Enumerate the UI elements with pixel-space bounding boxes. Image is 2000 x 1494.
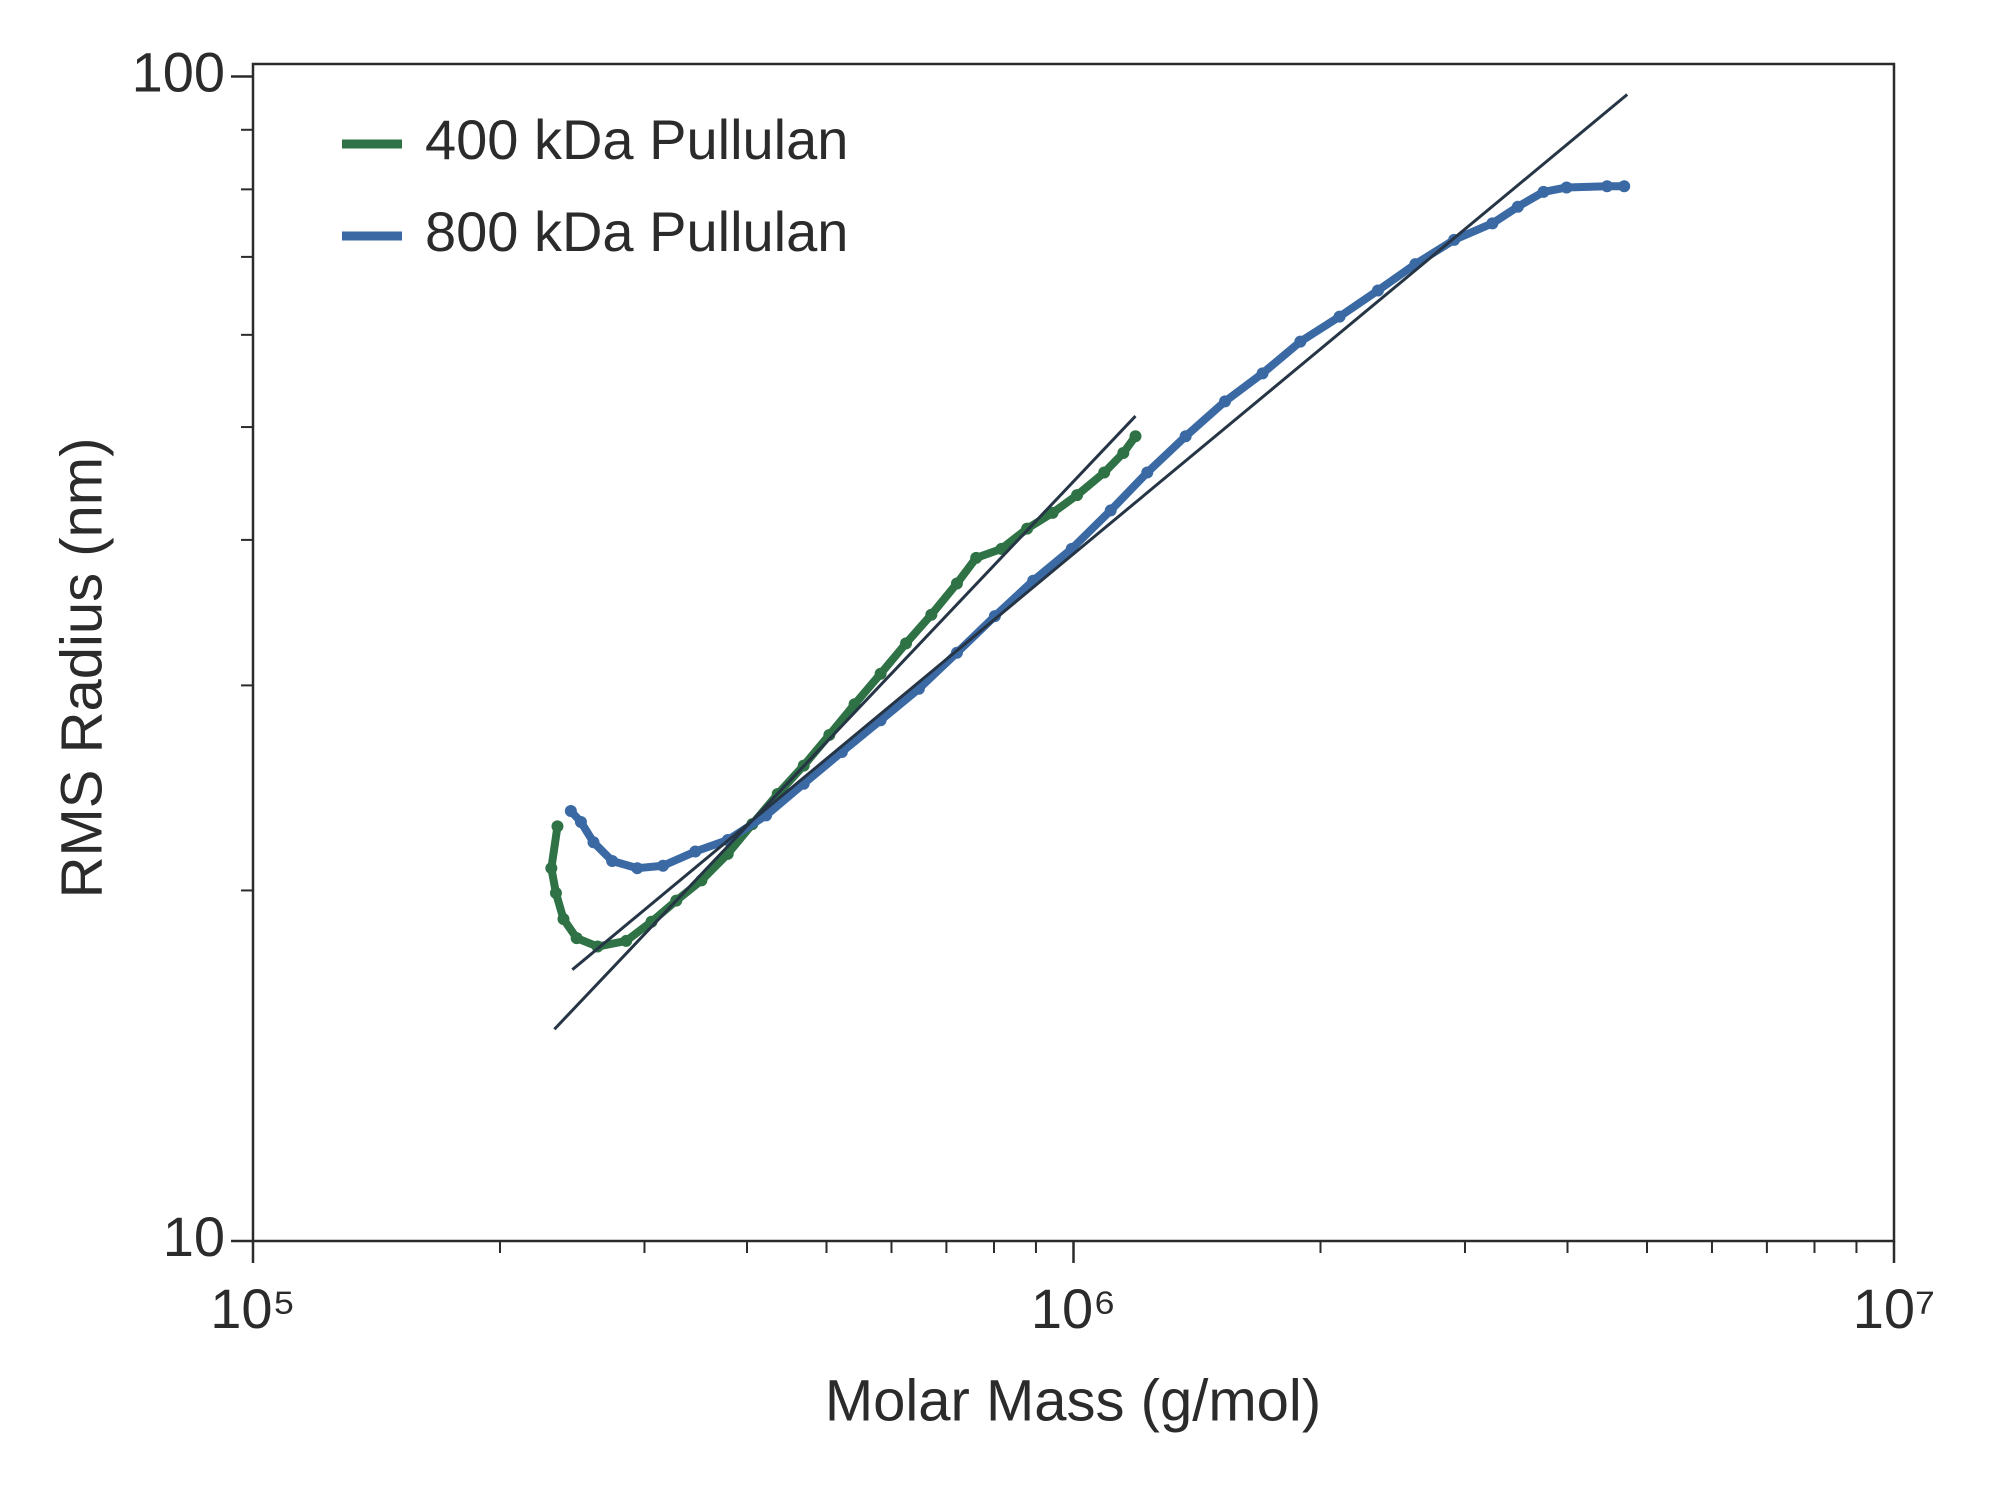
data-point: [970, 551, 983, 564]
data-point: [995, 542, 1008, 555]
data-point: [1046, 506, 1059, 519]
data-point: [1371, 284, 1384, 297]
data-point: [564, 805, 577, 818]
data-point: [1256, 367, 1269, 380]
x-tick-label: 10⁷: [1853, 1277, 1936, 1340]
data-point: [574, 815, 587, 828]
data-point: [1104, 504, 1117, 517]
data-point: [557, 913, 570, 926]
data-point: [1071, 489, 1084, 502]
legend-label: 800 kDa Pullulan: [425, 200, 848, 263]
data-point: [551, 820, 564, 833]
legend-label: 400 kDa Pullulan: [425, 108, 848, 171]
series-trace: [566, 182, 1629, 873]
y-axis-title: RMS Radius (nm): [49, 438, 114, 899]
data-point: [570, 932, 583, 945]
data-point: [1098, 466, 1111, 479]
data-point: [1294, 335, 1307, 348]
data-point: [545, 862, 558, 875]
x-tick-label: 10⁵: [210, 1277, 296, 1340]
data-point: [1219, 395, 1232, 408]
data-point: [549, 886, 562, 899]
data-point: [587, 836, 600, 849]
x-tick-label: 10⁶: [1031, 1277, 1116, 1340]
data-point: [900, 637, 913, 650]
x-axis-title: Molar Mass (g/mol): [825, 1368, 1321, 1433]
data-point: [925, 608, 938, 621]
data-point: [689, 845, 702, 858]
fit-line: [571, 93, 1629, 971]
data-point: [620, 934, 633, 947]
data-point: [950, 577, 963, 590]
data-point: [1117, 446, 1130, 459]
data-point: [1618, 180, 1631, 193]
data-point: [1601, 180, 1614, 193]
y-tick-label: 100: [132, 40, 225, 103]
data-point: [1486, 217, 1499, 230]
data-point: [656, 859, 669, 872]
data-point: [1560, 181, 1573, 194]
data-point: [631, 862, 644, 875]
fit-line: [553, 415, 1137, 1031]
data-point: [1141, 466, 1154, 479]
data-point: [988, 610, 1001, 623]
data-point: [1179, 430, 1192, 443]
data-point: [1129, 430, 1142, 443]
data-point: [1537, 185, 1550, 198]
y-tick-label: 10: [163, 1205, 225, 1268]
series-trace: [547, 432, 1140, 951]
data-point: [874, 667, 887, 680]
data-point: [606, 854, 619, 867]
data-point: [1333, 310, 1346, 323]
data-point: [1511, 200, 1524, 213]
